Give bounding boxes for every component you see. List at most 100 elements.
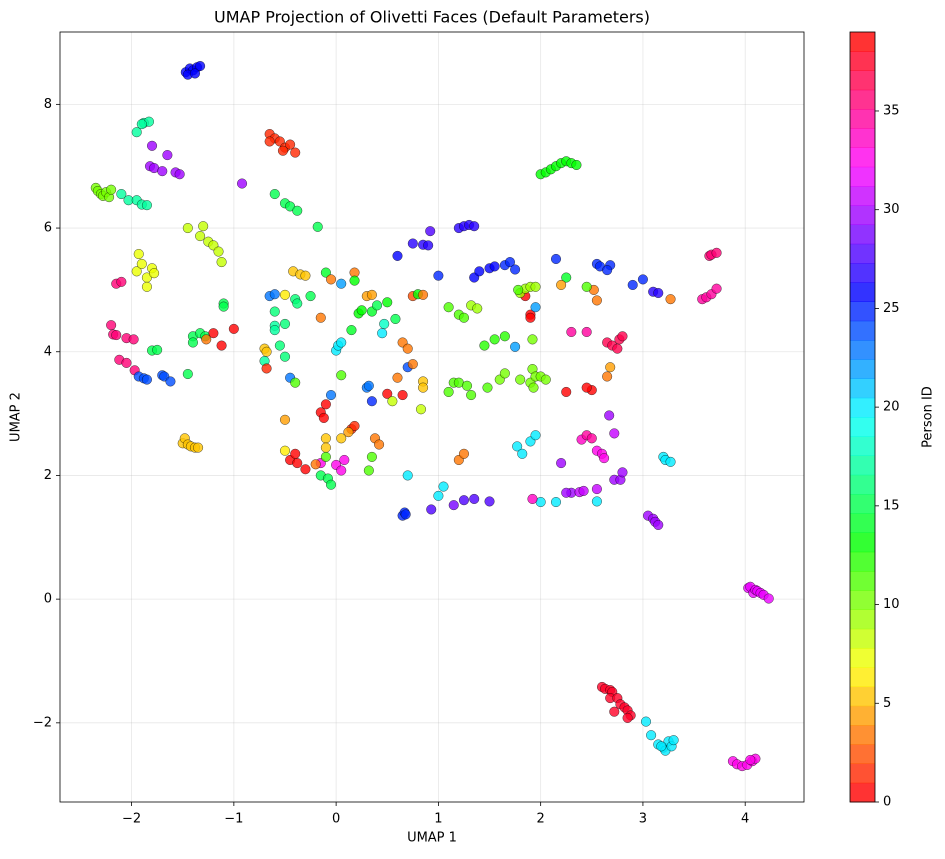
- point: [349, 420, 360, 432]
- point: [581, 326, 592, 338]
- point: [566, 326, 577, 338]
- y-tick-label: −2: [33, 715, 52, 730]
- point: [605, 362, 616, 373]
- point: [527, 334, 538, 345]
- point: [591, 484, 602, 495]
- point: [527, 493, 538, 504]
- point: [763, 593, 774, 604]
- colorbar-band: [850, 186, 875, 206]
- point: [216, 257, 227, 268]
- point: [279, 318, 291, 329]
- point: [366, 289, 377, 300]
- point: [325, 274, 337, 285]
- point: [269, 188, 280, 200]
- point: [489, 261, 500, 272]
- point: [458, 448, 470, 459]
- point: [418, 382, 429, 393]
- point: [609, 706, 620, 717]
- point: [136, 258, 147, 269]
- point: [466, 389, 477, 401]
- point: [277, 145, 288, 156]
- point: [195, 231, 206, 242]
- colorbar-band: [850, 744, 875, 764]
- point: [336, 370, 347, 381]
- colorbar-band: [850, 397, 875, 418]
- point: [474, 266, 485, 277]
- point: [418, 289, 429, 300]
- point: [149, 268, 160, 279]
- point: [363, 380, 374, 391]
- colorbar-band: [850, 166, 875, 187]
- point: [187, 337, 198, 348]
- point: [152, 344, 163, 355]
- colorbar-band: [850, 686, 875, 707]
- point: [111, 330, 122, 341]
- point: [665, 456, 676, 467]
- colorbar-tick-label: 20: [883, 400, 900, 415]
- point: [208, 328, 219, 339]
- point: [310, 459, 321, 470]
- y-tick-label: 0: [44, 592, 52, 607]
- point: [745, 754, 756, 765]
- chart-title: UMAP Projection of Olivetti Faces (Defau…: [214, 8, 650, 27]
- point: [472, 303, 483, 314]
- point: [482, 382, 493, 393]
- colorbar-band: [850, 628, 875, 649]
- point: [504, 257, 516, 268]
- colorbar: 0 5 10 15 20 25 30 35: [849, 31, 900, 810]
- point: [382, 388, 393, 399]
- point: [201, 334, 212, 345]
- point: [415, 404, 427, 415]
- point: [461, 380, 473, 391]
- point: [556, 458, 567, 469]
- colorbar-band: [850, 282, 875, 302]
- point: [379, 318, 390, 329]
- point: [218, 301, 229, 312]
- point: [189, 68, 201, 79]
- point: [382, 297, 393, 308]
- point: [407, 359, 418, 370]
- point: [106, 320, 117, 331]
- colorbar-label: Person ID: [921, 386, 936, 448]
- point: [433, 490, 444, 501]
- point: [561, 386, 572, 398]
- point: [320, 433, 331, 444]
- colorbar-band: [850, 782, 875, 803]
- colorbar-tick-label: 25: [883, 301, 900, 316]
- point: [556, 279, 567, 291]
- point: [165, 376, 176, 387]
- plot-area: [60, 32, 804, 802]
- point: [550, 496, 562, 508]
- point: [400, 509, 411, 520]
- point: [320, 267, 331, 278]
- point: [581, 382, 592, 393]
- point: [599, 453, 610, 464]
- point: [305, 291, 316, 302]
- point: [320, 399, 331, 410]
- point: [387, 396, 398, 407]
- point: [390, 313, 401, 325]
- colorbar-band: [850, 32, 875, 52]
- point: [320, 442, 331, 453]
- point: [392, 372, 403, 383]
- point: [407, 238, 418, 249]
- point: [131, 127, 142, 138]
- point: [637, 274, 648, 285]
- point: [530, 302, 541, 313]
- point: [269, 289, 280, 300]
- point: [279, 351, 291, 362]
- point: [141, 281, 152, 292]
- point: [591, 295, 602, 306]
- point: [561, 487, 572, 498]
- colorbar-tick-label: 30: [883, 202, 900, 217]
- point: [157, 166, 168, 177]
- point: [195, 60, 206, 72]
- point: [622, 712, 633, 723]
- point: [617, 331, 628, 342]
- colorbar-frame: [849, 31, 876, 803]
- colorbar-tick-label: 10: [883, 597, 900, 612]
- point: [339, 454, 350, 466]
- point: [591, 496, 602, 507]
- point: [300, 464, 311, 475]
- point: [602, 371, 613, 382]
